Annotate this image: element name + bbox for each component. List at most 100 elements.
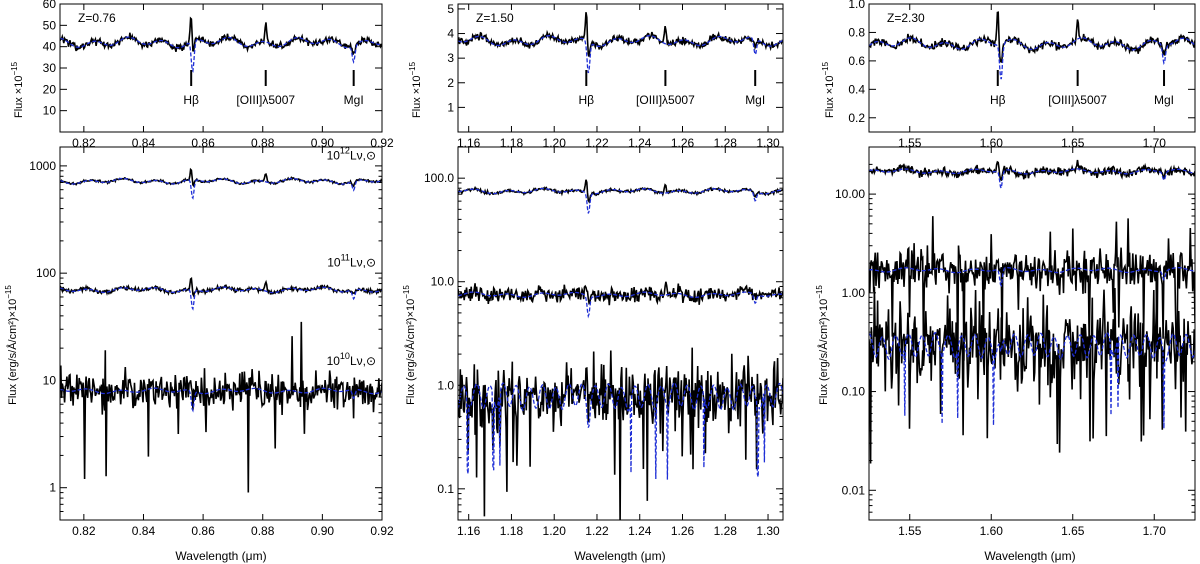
- y-tick-label: 100: [36, 266, 56, 280]
- ylabel-top-right: Flux ×10−15: [821, 61, 836, 118]
- line-marker-label: Hβ: [990, 93, 1006, 107]
- model-spectrum-line: [458, 187, 783, 214]
- y-tick-label: 10.0: [431, 275, 455, 289]
- x-tick-label: 0.90: [311, 524, 335, 538]
- plot-frame: [59, 146, 383, 521]
- xlabel-middle: Wavelength (μm): [574, 549, 665, 563]
- model-spectrum-line: [60, 387, 382, 413]
- redshift-label: Z=1.50: [476, 11, 514, 25]
- plot-frame: [457, 3, 784, 133]
- y-tick-label: 10: [43, 373, 57, 387]
- y-tick-label: 10.00: [835, 187, 865, 201]
- line-marker-label: Hβ: [183, 93, 199, 107]
- observed-spectrum-line: [60, 321, 382, 493]
- y-tick-label: 1: [49, 481, 56, 495]
- y-tick-label: 0.1: [437, 482, 454, 496]
- y-tick-label: 1.00: [842, 286, 866, 300]
- model-spectrum-line: [458, 35, 783, 74]
- x-tick-label: 0.88: [251, 524, 275, 538]
- y-tick-label: 1000: [29, 159, 56, 173]
- model-spectrum-line: [458, 381, 783, 480]
- ylabel-bottom-right: Flux (erg/s/Å/cm²)×10−15: [815, 285, 830, 405]
- luminosity-annotation: 1011Lν,⊙: [327, 253, 376, 270]
- line-marker-label: MgI: [1154, 93, 1174, 107]
- x-tick-label: 1.22: [585, 524, 609, 538]
- y-tick-label: 2: [447, 76, 454, 90]
- panel-top-right: 1.55 1.60 1.65 1.700.20.40.60.81.0Z=2.30Hβ[…: [848, 0, 1196, 150]
- model-spectrum-line: [458, 291, 783, 319]
- model-spectrum-line: [869, 37, 1195, 80]
- y-tick-label: 100.0: [424, 171, 454, 185]
- y-tick-label: 0.4: [848, 82, 865, 96]
- line-marker-label: Hβ: [579, 93, 595, 107]
- observed-spectrum-line: [458, 347, 783, 520]
- x-tick-label: 0.84: [132, 524, 156, 538]
- y-tick-label: 1.0: [437, 378, 454, 392]
- x-tick-label: 1.28: [714, 524, 738, 538]
- y-tick-label: 1: [447, 100, 454, 114]
- plot-frame: [457, 146, 784, 521]
- x-tick-label: 1.16: [457, 524, 481, 538]
- x-tick-label: 1.55: [898, 524, 922, 538]
- line-marker-label: MgI: [745, 93, 765, 107]
- ylabel-bottom-middle: Flux (erg/s/Å/cm²)×10−15: [402, 285, 417, 405]
- y-tick-label: 1.0: [848, 0, 865, 11]
- y-tick-label: 4: [447, 27, 454, 41]
- line-marker-label: [OIII]λ5007: [1048, 93, 1107, 107]
- y-tick-label: 0.01: [842, 483, 866, 497]
- x-tick-label: 1.20: [543, 524, 567, 538]
- redshift-label: Z=0.76: [78, 11, 116, 25]
- ylabel-top-middle: Flux ×10−15: [408, 61, 423, 118]
- x-tick-label: 1.18: [500, 524, 524, 538]
- observed-spectrum-line: [869, 286, 1195, 464]
- model-spectrum-line: [869, 168, 1195, 190]
- model-spectrum-line: [869, 266, 1195, 288]
- x-tick-label: 1.70: [1143, 524, 1167, 538]
- y-tick-label: 0.6: [848, 54, 865, 68]
- y-tick-label: 40: [43, 40, 57, 54]
- redshift-label: Z=2.30: [887, 11, 925, 25]
- panel-bottom-left: 0.82 0.84 0.86 0.88 0.90 0.92 1 10 100 1000 1012Lν…: [29, 145, 394, 538]
- y-tick-label: 50: [43, 18, 57, 32]
- y-tick-label: 10: [43, 104, 57, 118]
- panel-top-middle: 1.16 1.18 1.20 1.22 1.24 1.26 1.28 1.3012345Z=1…: [447, 2, 784, 150]
- y-tick-label: 30: [43, 61, 57, 75]
- y-tick-label: 5: [447, 2, 454, 16]
- ylabel-top-left: Flux ×10−15: [10, 61, 25, 118]
- line-marker-label: [OIII]λ5007: [636, 93, 695, 107]
- plot-frame: [868, 146, 1196, 521]
- x-tick-label: 1.30: [756, 524, 780, 538]
- xlabel-right: Wavelength (μm): [984, 549, 1075, 563]
- observed-spectrum-line: [60, 277, 382, 298]
- x-tick-label: 0.82: [72, 524, 96, 538]
- model-spectrum-line: [60, 286, 382, 311]
- y-tick-label: 60: [43, 0, 57, 11]
- model-spectrum-line: [60, 177, 382, 200]
- line-marker-label: MgI: [344, 93, 364, 107]
- y-tick-label: 3: [447, 51, 454, 65]
- ylabel-bottom-left: Flux (erg/s/Å/cm²)×10−15: [4, 285, 19, 405]
- plot-frame: [868, 3, 1196, 133]
- y-tick-label: 0.8: [848, 25, 865, 39]
- panel-bottom-right: 1.55 1.60 1.65 1.70 0.01 0.10 1.00 10.00: [835, 146, 1196, 538]
- x-tick-label: 1.26: [671, 524, 695, 538]
- xlabel-left: Wavelength (μm): [175, 549, 266, 563]
- luminosity-annotation: 1012Lν,⊙: [327, 145, 376, 162]
- observed-spectrum-line: [869, 159, 1195, 182]
- y-tick-label: 0.10: [842, 385, 866, 399]
- panel-top-left: 0.82 0.84 0.86 0.88 0.90 0.92102030405060Z=0.…: [43, 0, 394, 150]
- luminosity-annotation: 1010Lν,⊙: [327, 351, 376, 368]
- x-tick-label: 0.92: [370, 524, 394, 538]
- x-tick-label: 1.24: [628, 524, 652, 538]
- x-tick-label: 0.86: [191, 524, 215, 538]
- model-spectrum-line: [869, 331, 1195, 429]
- y-tick-label: 0.2: [848, 111, 865, 125]
- observed-spectrum-line: [60, 167, 382, 188]
- panel-bottom-middle: 1.16 1.18 1.20 1.22 1.24 1.26 1.28 1.30 0.1 1.0 10…: [424, 146, 784, 538]
- model-spectrum-line: [60, 36, 382, 73]
- y-tick-label: 20: [43, 82, 57, 96]
- line-marker-label: [OIII]λ5007: [236, 93, 295, 107]
- x-tick-label: 1.65: [1061, 524, 1085, 538]
- x-tick-label: 1.60: [980, 524, 1004, 538]
